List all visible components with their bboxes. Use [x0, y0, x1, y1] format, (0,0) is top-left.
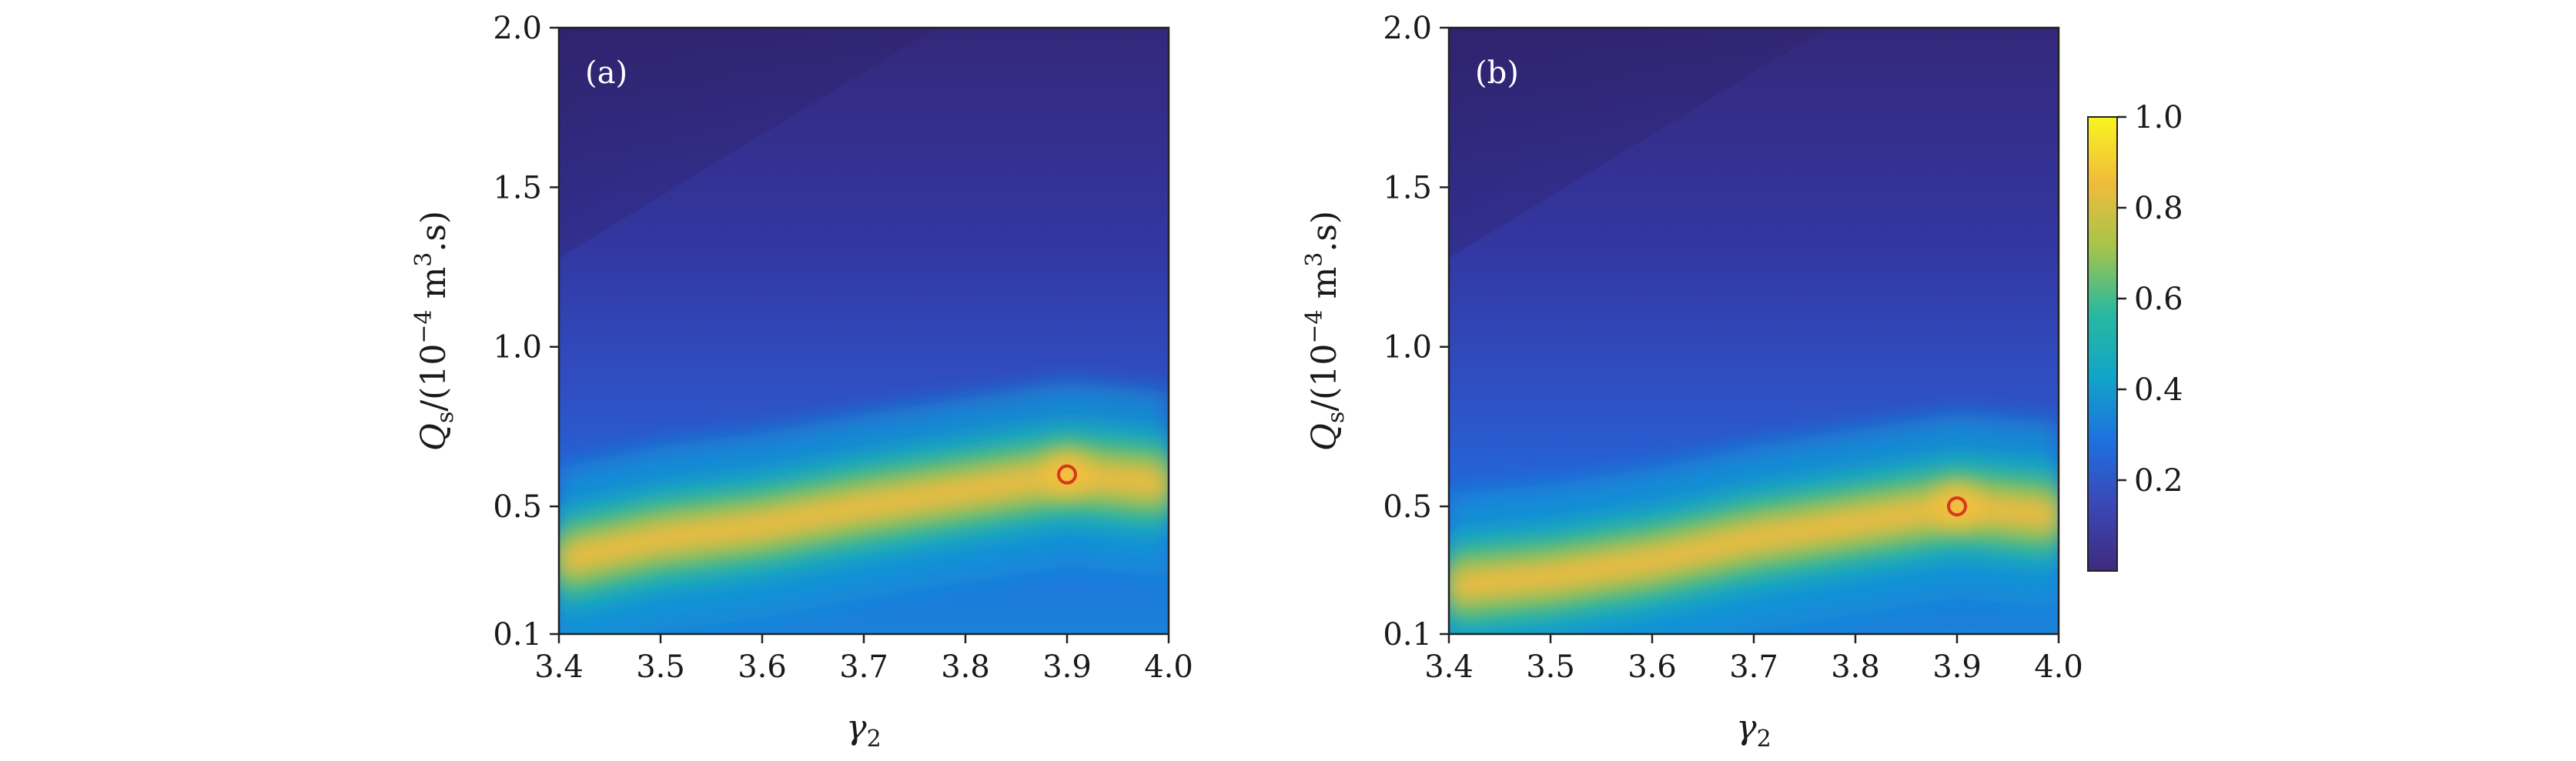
x-tick-label: 4.0	[2034, 649, 2083, 685]
y-tick-label: 0.5	[493, 489, 542, 525]
colorbar-tick-label: 1.0	[2134, 100, 2183, 135]
y-axis-b: 0.1 0.5 1.0 1.5 2.0	[1383, 11, 1449, 653]
x-tick-label: 3.4	[1424, 649, 1474, 685]
x-tick-label: 3.6	[738, 649, 787, 685]
colorbar: 0.2 0.4 0.6 0.8 1.0	[2087, 100, 2183, 572]
x-tick-label: 3.7	[1729, 649, 1778, 685]
x-axis-label-a: γ2	[846, 708, 881, 753]
y-tick-label: 1.0	[1383, 330, 1432, 365]
y-tick-label: 0.1	[493, 617, 542, 653]
heatmap-surface-a	[559, 28, 1169, 634]
x-tick-label: 3.9	[1042, 649, 1092, 685]
x-tick-label: 3.5	[1526, 649, 1575, 685]
y-tick-label: 1.5	[1383, 170, 1432, 205]
y-axis-label-a: Qs/(10−4 m3.s)	[410, 211, 459, 451]
optimum-marker	[1057, 464, 1077, 485]
y-tick-label: 1.0	[493, 330, 542, 365]
heatmap-band-core	[559, 457, 1169, 578]
colorbar-tick-label: 0.4	[2134, 372, 2183, 408]
heatmap-band-core	[1449, 489, 2059, 603]
y-tick-label: 0.1	[1383, 617, 1432, 653]
heatmap-low-region	[1449, 28, 1828, 259]
x-tick-label: 3.8	[1831, 649, 1880, 685]
colorbar-ticks: 0.2 0.4 0.6 0.8 1.0	[2117, 100, 2183, 499]
x-tick-label: 3.9	[1932, 649, 1982, 685]
panel-a: 3.4 3.5 3.6 3.7 3.8 3.9 4.0 0.1 0.5 1.0 1.5 2.0 (a…	[410, 11, 1193, 753]
heatmap-low-region	[559, 28, 938, 259]
x-axis-b: 3.4 3.5 3.6 3.7 3.8 3.9 4.0	[1424, 634, 2083, 685]
y-tick-label: 2.0	[1383, 11, 1432, 46]
x-axis-a: 3.4 3.5 3.6 3.7 3.8 3.9 4.0	[534, 634, 1193, 685]
y-tick-label: 1.5	[493, 170, 542, 205]
panel-b: 3.4 3.5 3.6 3.7 3.8 3.9 4.0 0.1 0.5 1.0 1.5 2.0 (b…	[1301, 11, 2083, 753]
optimum-glow	[1044, 451, 1090, 498]
y-axis-label-b: Qs/(10−4 m3.s)	[1301, 211, 1350, 451]
optimum-marker	[1947, 496, 1967, 517]
x-tick-label: 3.5	[636, 649, 685, 685]
colorbar-tick-label: 0.2	[2134, 463, 2183, 499]
x-tick-label: 3.7	[839, 649, 888, 685]
colorbar-gradient	[2087, 116, 2118, 572]
x-axis-label-b: γ2	[1736, 708, 1771, 753]
colorbar-tick-label: 0.8	[2134, 191, 2183, 226]
heatmap-surface-b	[1449, 28, 2059, 634]
colorbar-tick-label: 0.6	[2134, 282, 2183, 317]
y-tick-label: 2.0	[493, 11, 542, 46]
x-tick-label: 3.6	[1628, 649, 1677, 685]
x-tick-label: 3.4	[534, 649, 584, 685]
y-tick-label: 0.5	[1383, 489, 1432, 525]
y-axis-a: 0.1 0.5 1.0 1.5 2.0	[493, 11, 559, 653]
x-tick-label: 4.0	[1144, 649, 1193, 685]
panel-label-b: (b)	[1475, 55, 1519, 91]
panel-label-a: (a)	[585, 55, 627, 91]
optimum-glow	[1934, 483, 1980, 530]
x-tick-label: 3.8	[941, 649, 990, 685]
